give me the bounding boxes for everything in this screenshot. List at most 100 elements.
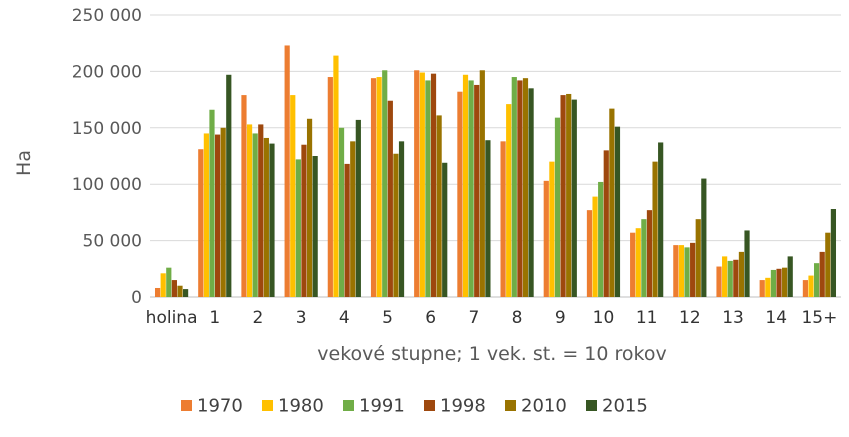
- bar-1970-9: [543, 180, 549, 297]
- bar-1980-12: [678, 245, 685, 297]
- legend-swatch: [586, 400, 597, 411]
- bar-1980-7: [462, 74, 469, 297]
- bar-1991-3: [295, 159, 301, 297]
- bar-2015-12: [701, 178, 707, 297]
- bar-2015-10: [614, 126, 621, 297]
- x-tick-label: 14: [765, 308, 787, 328]
- bar-1970-15+: [802, 280, 809, 297]
- y-tick-label: 100 000: [72, 175, 142, 195]
- bar-1998-1: [214, 134, 221, 297]
- bar-1998-6: [430, 73, 437, 297]
- bar-1991-7: [468, 80, 474, 297]
- bar-1980-1: [203, 133, 209, 297]
- bar-1970-14: [759, 280, 765, 297]
- bar-1991-12: [684, 247, 690, 297]
- bar-1991-15+: [814, 263, 820, 297]
- bar-1980-14: [765, 277, 771, 297]
- bar-2010-1: [220, 127, 226, 297]
- bar-1998-holina: [171, 280, 177, 297]
- bar-2015-4: [355, 119, 361, 298]
- legend-label: 1998: [440, 396, 486, 417]
- bar-2015-6: [442, 162, 448, 297]
- bar-2015-11: [658, 142, 664, 297]
- bar-1998-8: [517, 80, 523, 297]
- bar-2010-14: [782, 267, 788, 297]
- bar-2015-5: [398, 141, 405, 297]
- bar-1970-3: [284, 45, 290, 298]
- bar-1991-holina: [166, 267, 172, 297]
- bar-1970-13: [716, 266, 722, 297]
- bars: [154, 45, 837, 298]
- x-tick-label: 2: [253, 308, 264, 328]
- legend-swatch: [424, 400, 435, 411]
- bar-1998-14: [776, 268, 782, 297]
- bar-1998-13: [733, 259, 739, 297]
- bar-2010-11: [652, 161, 658, 297]
- bar-2015-14: [787, 256, 793, 297]
- bar-2015-7: [485, 140, 491, 297]
- bar-1998-3: [301, 144, 307, 297]
- bar-1970-1: [198, 149, 204, 297]
- y-axis-label: Ha: [13, 150, 35, 176]
- bar-2015-13: [744, 230, 750, 297]
- bar-2010-6: [436, 115, 442, 297]
- bar-1980-11: [635, 228, 641, 297]
- bar-2015-1: [226, 74, 232, 297]
- bar-1998-15+: [819, 251, 825, 297]
- bar-1998-7: [474, 84, 480, 297]
- bar-2015-holina: [182, 289, 189, 297]
- bar-1970-10: [586, 210, 593, 297]
- bar-1991-14: [770, 269, 777, 297]
- x-tick-label: 1: [209, 308, 220, 328]
- x-tick-label: 10: [593, 308, 615, 328]
- x-tick-label: 7: [468, 308, 479, 328]
- bar-1980-4: [333, 55, 339, 297]
- bar-1991-10: [598, 181, 604, 297]
- bar-1980-6: [419, 72, 425, 297]
- bar-1970-6: [414, 70, 420, 298]
- bar-1980-8: [506, 104, 512, 297]
- bar-1991-2: [252, 133, 258, 297]
- bar-1970-5: [370, 78, 377, 297]
- x-tick-label: 13: [722, 308, 744, 328]
- legend-item-1980: 1980: [262, 396, 324, 417]
- legend-label: 2010: [521, 396, 567, 417]
- bar-1998-10: [603, 150, 609, 297]
- x-tick-label: 5: [382, 308, 393, 328]
- bar-1980-15+: [808, 275, 814, 297]
- bar-1991-4: [338, 127, 345, 297]
- legend-label: 1970: [197, 396, 243, 417]
- bar-1970-7: [457, 91, 463, 297]
- bar-1998-9: [560, 95, 566, 297]
- bar-2015-15+: [830, 209, 837, 297]
- bar-1970-12: [673, 245, 679, 297]
- x-tick-label: 3: [296, 308, 307, 328]
- y-tick-label: 50 000: [83, 232, 142, 252]
- bar-1998-2: [258, 124, 264, 297]
- bar-1991-1: [209, 109, 215, 297]
- bar-2010-3: [306, 118, 313, 297]
- x-tick-label: 12: [679, 308, 701, 328]
- bar-1970-holina: [154, 287, 161, 297]
- bar-2010-5: [393, 153, 399, 297]
- bar-1991-8: [511, 77, 517, 297]
- legend-item-2015: 2015: [586, 396, 648, 417]
- bar-1980-10: [592, 196, 598, 297]
- bar-1970-11: [630, 232, 636, 297]
- y-axis-ticks: 0 50 000 100 000 150 000 200 000 250 000: [72, 6, 142, 308]
- x-tick-label: 11: [636, 308, 658, 328]
- bar-1970-2: [241, 95, 247, 297]
- bar-2010-13: [738, 251, 745, 297]
- x-axis-ticks: holina 1 2 3 4 5 6 7 8 9 10 11 12 13 14 15+: [146, 308, 838, 328]
- legend-label: 1991: [359, 396, 405, 417]
- bar-1980-2: [246, 124, 253, 297]
- legend-label: 2015: [602, 396, 648, 417]
- bar-1998-12: [690, 242, 696, 297]
- bar-2010-2: [263, 137, 269, 297]
- bar-1970-4: [327, 77, 333, 297]
- y-tick-label: 150 000: [72, 119, 142, 139]
- x-tick-label: holina: [146, 308, 198, 328]
- bar-2015-9: [571, 99, 577, 297]
- bar-1980-5: [376, 77, 382, 297]
